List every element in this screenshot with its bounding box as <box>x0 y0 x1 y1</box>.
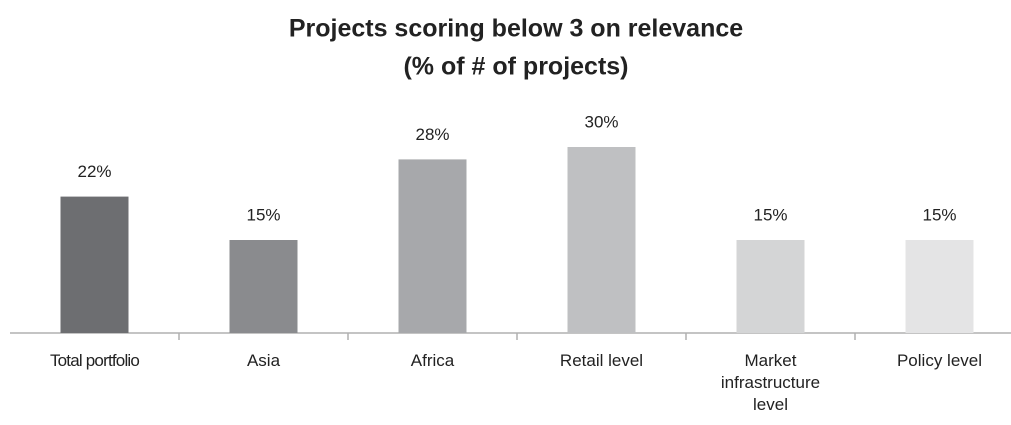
value-label: 15% <box>753 205 787 224</box>
chart-title: Projects scoring below 3 on relevance <box>289 15 743 43</box>
value-label: 15% <box>246 205 280 224</box>
bar <box>736 240 805 333</box>
bar <box>229 240 298 333</box>
x-tick-label: Africa <box>410 351 455 370</box>
bar <box>60 196 129 333</box>
x-tick-label: Market infrastructure level <box>720 351 821 414</box>
value-label: 22% <box>77 162 111 181</box>
value-label: 30% <box>584 112 618 131</box>
bar <box>567 147 636 333</box>
bar <box>398 159 467 333</box>
x-tick-label: Asia <box>246 351 281 370</box>
x-tick-label: Retail level <box>559 351 644 370</box>
value-label: 28% <box>415 125 449 144</box>
bar <box>905 240 974 333</box>
chart-subtitle: (% of # of projects) <box>403 53 628 81</box>
x-tick-label: Policy level <box>896 351 983 370</box>
x-tick-label: Total portfolio <box>49 351 140 370</box>
value-label: 15% <box>922 205 956 224</box>
